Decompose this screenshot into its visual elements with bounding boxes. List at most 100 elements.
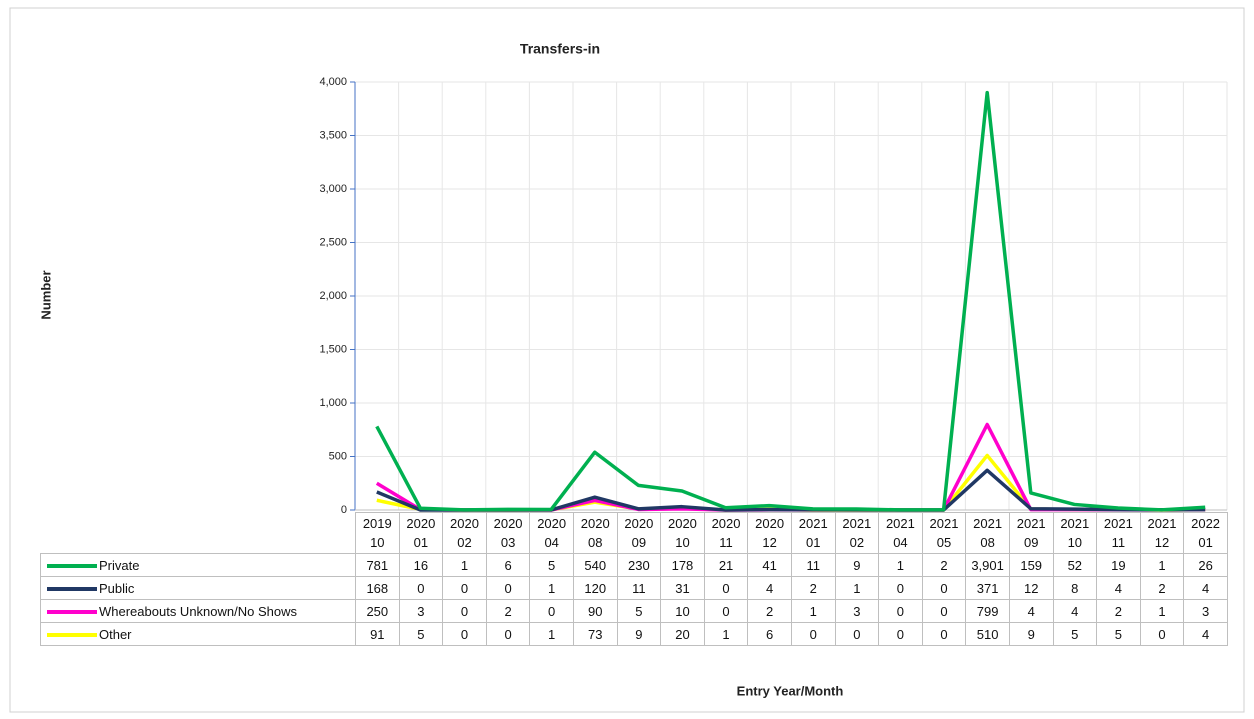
table-value: 10 [660, 599, 705, 623]
table-row: Other 91 5 0 0 1 73 9 20 1 6 0 0 0 0 510 9 5 5 0 4 [40, 622, 1228, 646]
chart-border [9, 7, 1245, 713]
table-value: 52 [1052, 553, 1098, 577]
table-value: 3 [834, 599, 880, 623]
table-value: 0 [442, 576, 487, 600]
table-value: 11 [790, 553, 836, 577]
x-tick-label: 2021 02 [834, 512, 880, 554]
table-value: 159 [1008, 553, 1054, 577]
table-value: 1 [1139, 553, 1185, 577]
data-table: 2019 10 2020 01 2020 02 2020 03 2020 04 2020 … [40, 512, 1228, 646]
table-value: 0 [442, 622, 487, 646]
table-value: 4 [1052, 599, 1098, 623]
series-line [375, 90, 1206, 512]
table-value: 2 [921, 553, 967, 577]
table-value: 9 [834, 553, 880, 577]
x-tick-label: 2020 01 [398, 512, 444, 554]
table-value: 8 [1052, 576, 1098, 600]
x-tick-label: 2021 04 [878, 512, 923, 554]
table-value: 0 [921, 599, 967, 623]
table-corner [40, 512, 356, 554]
table-value: 5 [616, 599, 662, 623]
table-value: 90 [572, 599, 618, 623]
table-value: 2 [790, 576, 836, 600]
table-value: 4 [1008, 599, 1054, 623]
table-value: 3 [1183, 599, 1228, 623]
y-tick-label: 3,500 [319, 129, 347, 141]
table-value: 0 [703, 599, 749, 623]
table-value: 1 [790, 599, 836, 623]
table-value: 371 [965, 576, 1010, 600]
legend-swatch [47, 610, 97, 615]
legend-swatch [47, 633, 97, 638]
x-tick-label: 2021 11 [1096, 512, 1141, 554]
table-value: 6 [747, 622, 792, 646]
table-value: 1 [834, 576, 880, 600]
table-value: 21 [703, 553, 749, 577]
table-value: 3 [398, 599, 444, 623]
table-value: 12 [1008, 576, 1054, 600]
table-value: 4 [747, 576, 792, 600]
table-value: 120 [572, 576, 618, 600]
y-tick-label: 4,000 [319, 76, 347, 88]
y-tick-label: 0 [341, 504, 347, 516]
table-value: 0 [878, 599, 923, 623]
legend-swatch [47, 587, 97, 592]
table-value: 4 [1183, 622, 1228, 646]
table-value: 4 [1096, 576, 1141, 600]
x-tick-label: 2021 08 [965, 512, 1010, 554]
table-value: 1 [529, 622, 574, 646]
table-value: 5 [529, 553, 574, 577]
x-tick-label: 2021 09 [1008, 512, 1054, 554]
table-value: 5 [398, 622, 444, 646]
x-tick-label: 2020 10 [660, 512, 705, 554]
table-value: 0 [703, 576, 749, 600]
legend-entry: Other [40, 622, 356, 646]
table-value: 5 [1096, 622, 1141, 646]
table-value: 510 [965, 622, 1010, 646]
table-value: 0 [921, 576, 967, 600]
table-value: 31 [660, 576, 705, 600]
table-value: 0 [398, 576, 444, 600]
table-value: 5 [1052, 622, 1098, 646]
table-value: 540 [572, 553, 618, 577]
chart-title: Transfers-in [520, 41, 600, 57]
y-tick-label: 1,500 [319, 343, 347, 355]
x-tick-label: 2020 02 [442, 512, 487, 554]
x-tick-label: 2019 10 [355, 512, 400, 554]
x-tick-label: 2020 11 [703, 512, 749, 554]
x-tick-label: 2021 12 [1139, 512, 1185, 554]
table-value: 250 [355, 599, 400, 623]
table-value: 26 [1183, 553, 1228, 577]
table-value: 4 [1183, 576, 1228, 600]
table-value: 0 [485, 622, 531, 646]
table-value: 0 [878, 622, 923, 646]
table-value: 799 [965, 599, 1010, 623]
y-axis-label: Number [38, 270, 53, 319]
table-value: 1 [703, 622, 749, 646]
y-tick-label: 500 [329, 450, 347, 462]
table-value: 0 [790, 622, 836, 646]
x-axis-label: Entry Year/Month [737, 683, 844, 698]
table-value: 73 [572, 622, 618, 646]
table-value: 19 [1096, 553, 1141, 577]
legend-label: Other [99, 626, 132, 642]
table-value: 9 [616, 622, 662, 646]
table-value: 2 [1139, 576, 1185, 600]
legend-entry: Whereabouts Unknown/No Shows [40, 599, 356, 623]
table-value: 0 [1139, 622, 1185, 646]
y-tick-label: 2,500 [319, 236, 347, 248]
table-row: Private 781 16 1 6 5 540 230 178 21 41 11 9 1 2 3,901 15… [40, 553, 1228, 577]
table-value: 0 [878, 576, 923, 600]
y-tick-label: 1,000 [319, 397, 347, 409]
table-value: 91 [355, 622, 400, 646]
table-value: 16 [398, 553, 444, 577]
legend-label: Private [99, 557, 140, 573]
x-tick-label: 2021 01 [790, 512, 836, 554]
table-value: 0 [485, 576, 531, 600]
legend-label: Whereabouts Unknown/No Shows [99, 603, 297, 619]
y-tick-label: 2,000 [319, 290, 347, 302]
legend-entry: Public [40, 576, 356, 600]
table-value: 1 [529, 576, 574, 600]
